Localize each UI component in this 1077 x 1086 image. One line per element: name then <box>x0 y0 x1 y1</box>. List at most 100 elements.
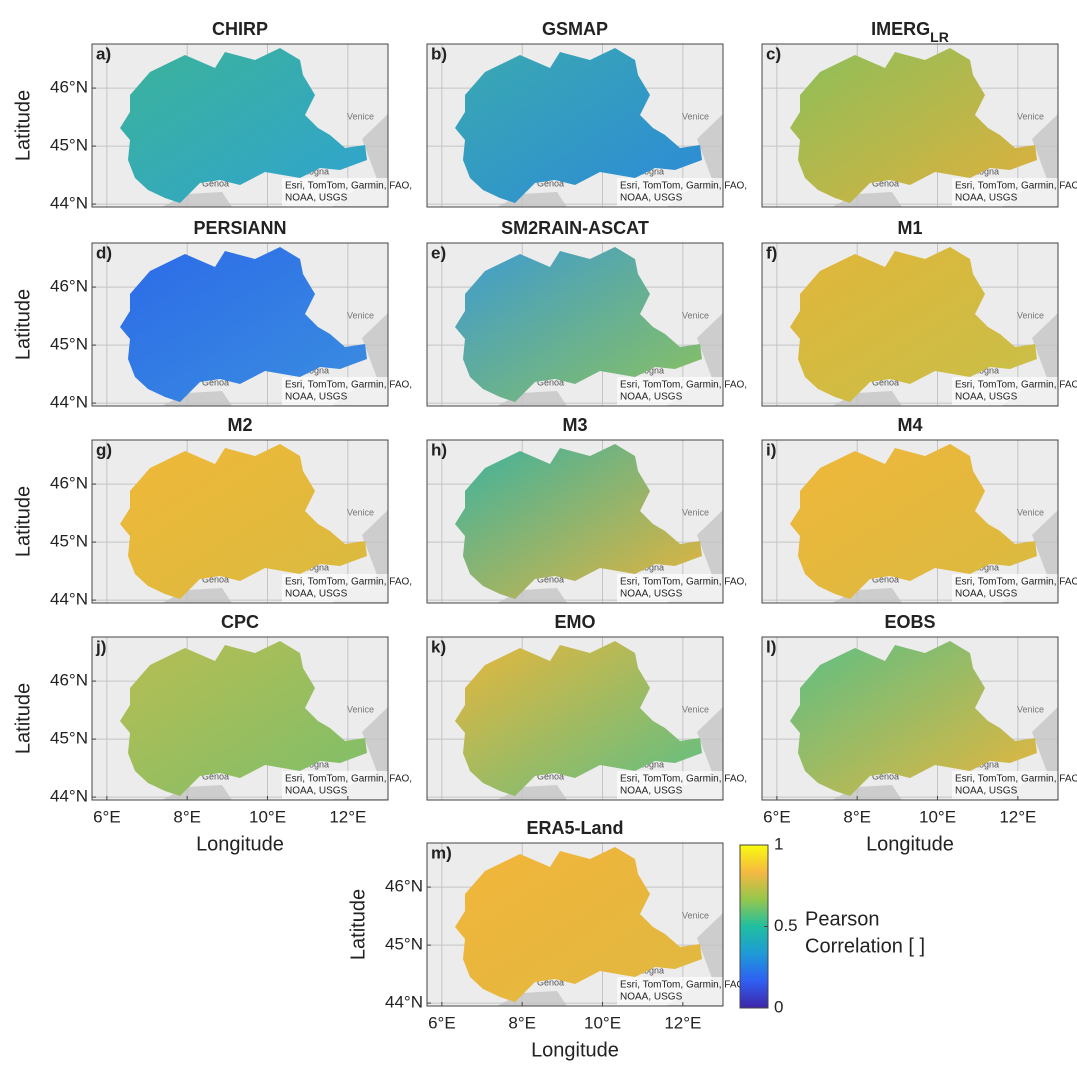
sea <box>162 391 232 406</box>
attribution-box <box>952 771 1058 799</box>
sea <box>832 588 902 603</box>
attribution: NOAA, USGS <box>955 786 1018 797</box>
y-axis-label: Latitude <box>12 683 34 754</box>
attribution-box <box>952 178 1058 206</box>
panel-letter: m) <box>431 843 452 862</box>
place-label: Venice <box>1017 111 1044 121</box>
frame <box>91 439 389 604</box>
frame <box>426 43 724 208</box>
frame <box>426 439 724 604</box>
region <box>120 247 367 402</box>
attribution: Esri, TomTom, Garmin, FAO, <box>285 181 412 192</box>
sea <box>497 391 567 406</box>
region <box>790 48 1037 203</box>
title-main: EOBS <box>884 612 935 632</box>
place-label: Venice <box>682 910 709 920</box>
map-panel: VeniceGenoaBolognaEsri, TomTom, Garmin, … <box>12 218 412 412</box>
frame <box>761 636 1059 801</box>
panel-title: EOBS <box>884 612 935 632</box>
attribution: Esri, TomTom, Garmin, FAO, <box>620 380 747 391</box>
title-main: M4 <box>897 415 922 435</box>
frame <box>91 242 389 407</box>
attribution: NOAA, USGS <box>620 193 683 204</box>
place-label: Genoa <box>537 574 564 584</box>
y-tick-label: 45°N <box>50 136 88 155</box>
attribution-box <box>282 178 388 206</box>
title-sub: LR <box>930 29 949 45</box>
map-panel: VeniceGenoaBolognaEsri, TomTom, Garmin, … <box>12 612 412 856</box>
x-tick-label: 8°E <box>173 807 201 826</box>
map-panel: VeniceGenoaBolognaEsri, TomTom, Garmin, … <box>426 218 747 407</box>
place-label: Venice <box>1017 507 1044 517</box>
region <box>790 444 1037 599</box>
frame <box>91 636 389 801</box>
attribution-box <box>617 178 723 206</box>
attribution-box <box>617 771 723 799</box>
map-panel: VeniceGenoaBolognaEsri, TomTom, Garmin, … <box>426 612 747 801</box>
region <box>790 247 1037 402</box>
place-label: Venice <box>682 704 709 714</box>
colorbar-label: Correlation [ ] <box>805 935 925 957</box>
title-main: M2 <box>227 415 252 435</box>
attribution: Esri, TomTom, Garmin, FAO, <box>620 577 747 588</box>
panel-letter: e) <box>431 243 446 262</box>
colorbar-tick-label: 0.5 <box>774 916 798 935</box>
attribution: Esri, TomTom, Garmin, FAO, <box>620 980 747 991</box>
place-label: Venice <box>1017 310 1044 320</box>
title-main: ERA5-Land <box>526 818 623 838</box>
x-tick-label: 6°E <box>428 1013 456 1032</box>
y-tick-label: 45°N <box>50 729 88 748</box>
attribution-box <box>617 377 723 405</box>
x-tick-label: 12°E <box>999 807 1036 826</box>
attribution: Esri, TomTom, Garmin, FAO, <box>285 380 412 391</box>
sea <box>832 192 902 207</box>
title-main: PERSIANN <box>193 218 286 238</box>
y-tick-label: 44°N <box>50 590 88 609</box>
panel-title: CHIRP <box>212 19 268 39</box>
attribution: NOAA, USGS <box>620 786 683 797</box>
colorbar-label: Pearson <box>805 908 880 930</box>
panel-letter: d) <box>96 243 112 262</box>
x-tick-label: 12°E <box>664 1013 701 1032</box>
title-main: M1 <box>897 218 922 238</box>
region <box>120 641 367 796</box>
attribution: Esri, TomTom, Garmin, FAO, <box>955 380 1077 391</box>
frame <box>761 439 1059 604</box>
region <box>455 847 702 1002</box>
region <box>455 48 702 203</box>
title-main: GSMAP <box>542 19 608 39</box>
sea <box>497 991 567 1006</box>
map-panel: VeniceGenoaBolognaEsri, TomTom, Garmin, … <box>761 218 1077 407</box>
sea <box>497 785 567 800</box>
panel-letter: l) <box>766 637 776 656</box>
attribution: Esri, TomTom, Garmin, FAO, <box>620 181 747 192</box>
y-tick-label: 45°N <box>385 935 423 954</box>
attribution-box <box>282 377 388 405</box>
attribution: Esri, TomTom, Garmin, FAO, <box>955 577 1077 588</box>
place-label: Genoa <box>202 771 229 781</box>
place-label: Venice <box>1017 704 1044 714</box>
attribution-box <box>952 574 1058 602</box>
colorbar-tick-label: 1 <box>774 834 783 853</box>
place-label: Venice <box>347 507 374 517</box>
place-label: Genoa <box>202 178 229 188</box>
y-tick-label: 46°N <box>385 877 423 896</box>
region <box>455 247 702 402</box>
attribution: Esri, TomTom, Garmin, FAO, <box>955 774 1077 785</box>
y-axis-label: Latitude <box>12 289 34 360</box>
panel-title: IMERGLR <box>871 19 949 45</box>
panel-letter: f) <box>766 243 777 262</box>
colorbar-tick-label: 0 <box>774 997 783 1016</box>
sea <box>832 785 902 800</box>
place-label: Venice <box>347 310 374 320</box>
x-tick-label: 10°E <box>584 1013 621 1032</box>
attribution: Esri, TomTom, Garmin, FAO, <box>285 774 412 785</box>
attribution: NOAA, USGS <box>285 589 348 600</box>
region <box>455 641 702 796</box>
title-main: M3 <box>562 415 587 435</box>
frame <box>91 43 389 208</box>
panel-letter: k) <box>431 637 446 656</box>
y-tick-label: 46°N <box>50 277 88 296</box>
x-tick-label: 10°E <box>919 807 956 826</box>
